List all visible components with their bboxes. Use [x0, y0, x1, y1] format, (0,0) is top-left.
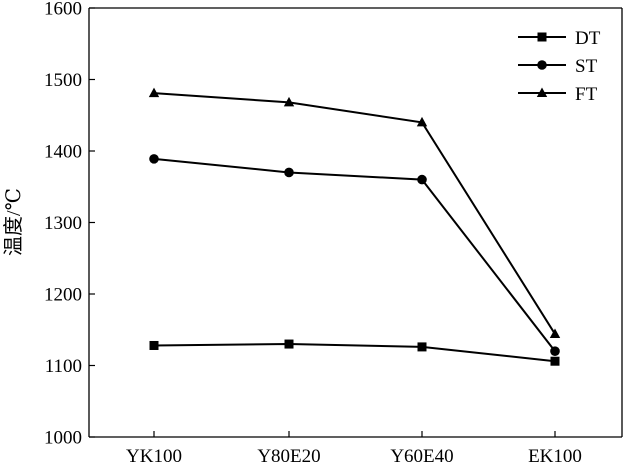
- data-point-st: [284, 167, 294, 178]
- data-point-dt: [284, 339, 294, 349]
- y-axis-label: 温度/℃: [2, 188, 25, 256]
- data-point-st: [417, 174, 427, 185]
- y-tick-label: 1400: [44, 142, 82, 163]
- legend-item-dt: DT: [518, 28, 601, 49]
- data-point-st: [550, 346, 560, 357]
- data-point-st: [149, 154, 159, 164]
- legend-item-st: ST: [518, 56, 598, 77]
- series-line-dt: [153, 343, 556, 363]
- x-ticks: YK100 Y80E20 Y60E40 EK100: [126, 431, 582, 464]
- series-line-st: [153, 157, 556, 352]
- axes: [88, 7, 623, 438]
- series-st: [149, 154, 560, 357]
- y-tick-label: 1000: [44, 428, 82, 449]
- x-tick-label: Y60E40: [390, 446, 453, 464]
- legend-marker-dt: [537, 32, 547, 42]
- series-line-ft: [153, 92, 556, 335]
- legend-label: ST: [575, 56, 598, 77]
- series-dt: [149, 339, 560, 366]
- y-tick-label: 1200: [44, 285, 82, 306]
- data-point-ft: [148, 87, 160, 98]
- y-tick-label: 1300: [44, 213, 82, 234]
- data-point-ft: [549, 328, 561, 339]
- legend-marker-st: [537, 60, 547, 70]
- data-point-ft: [416, 116, 428, 127]
- y-tick-label: 1100: [45, 356, 82, 377]
- legend-label: FT: [575, 84, 598, 105]
- data-point-dt: [149, 340, 159, 350]
- data-point-ft: [283, 96, 295, 107]
- data-point-dt: [417, 342, 427, 352]
- series-layer: [148, 87, 561, 366]
- y-tick-label: 1600: [44, 0, 82, 20]
- legend-marker-ft: [536, 87, 548, 97]
- legend-label: DT: [575, 28, 601, 49]
- x-tick-label: Y80E20: [257, 446, 320, 464]
- y-tick-label: 1500: [44, 70, 82, 91]
- legend-item-ft: FT: [518, 84, 598, 105]
- x-tick-label: EK100: [528, 446, 582, 464]
- series-ft: [148, 87, 561, 339]
- x-tick-label: YK100: [126, 446, 182, 464]
- legend: DT ST FT: [518, 28, 601, 105]
- data-point-dt: [550, 356, 560, 366]
- y-ticks: 1000 1100 1200 1300 1400 1500 1600: [44, 0, 95, 449]
